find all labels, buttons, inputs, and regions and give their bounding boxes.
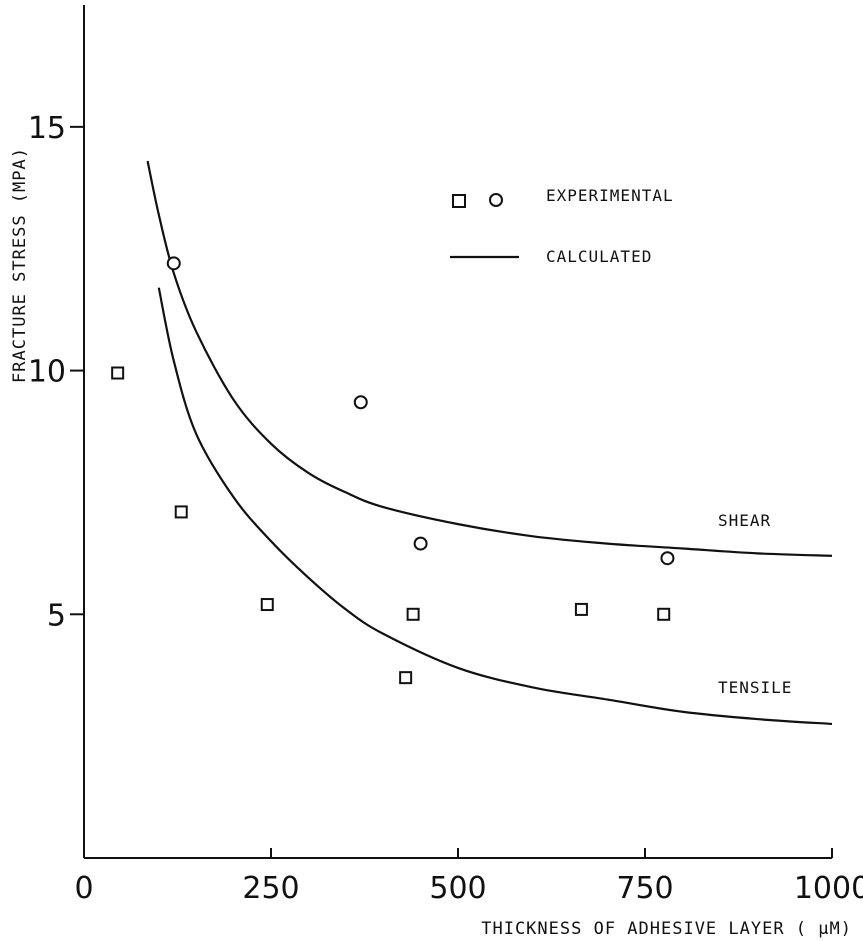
x-tick-label: 1000: [794, 871, 863, 906]
experimental-square-point: [111, 366, 125, 380]
experimental-markers: [111, 256, 675, 685]
experimental-square-point: [174, 505, 188, 519]
experimental-square-point: [574, 602, 588, 616]
calculated-curves: [146, 160, 833, 726]
legend: EXPERIMENTAL CALCULATED: [450, 186, 674, 266]
y-axis-title: FRACTURE STRESS (MPA): [10, 147, 30, 383]
experimental-square-point: [657, 607, 671, 621]
x-tick-label: 500: [429, 871, 486, 906]
tensile-calculated-curve: [157, 287, 833, 726]
legend-experimental-label: EXPERIMENTAL: [546, 186, 674, 205]
legend-square-marker: [452, 194, 466, 208]
x-tick-label: 250: [242, 871, 299, 906]
x-tick-label: 750: [616, 871, 673, 906]
experimental-square-point: [406, 607, 420, 621]
experimental-circle-point: [413, 536, 428, 551]
shear-calculated-curve: [146, 160, 833, 557]
experimental-circle-point: [166, 256, 181, 271]
experimental-square-point: [260, 598, 274, 612]
x-axis-title: THICKNESS OF ADHESIVE LAYER ( μM): [481, 919, 852, 939]
y-tick-label: 15: [28, 111, 66, 146]
y-tick-label: 10: [28, 355, 66, 390]
legend-circle-marker: [489, 193, 503, 207]
legend-calculated-label: CALCULATED: [546, 247, 652, 266]
axis-ticks: 0 250 500 750 1000 5 10 15: [28, 111, 863, 906]
experimental-square-point: [399, 671, 413, 685]
experimental-circle-point: [353, 395, 368, 410]
x-tick-label: 0: [74, 871, 93, 906]
shear-curve-label: SHEAR: [718, 511, 771, 530]
experimental-circle-point: [660, 551, 675, 566]
y-tick-label: 5: [47, 598, 66, 633]
tensile-curve-label: TENSILE: [718, 678, 792, 697]
